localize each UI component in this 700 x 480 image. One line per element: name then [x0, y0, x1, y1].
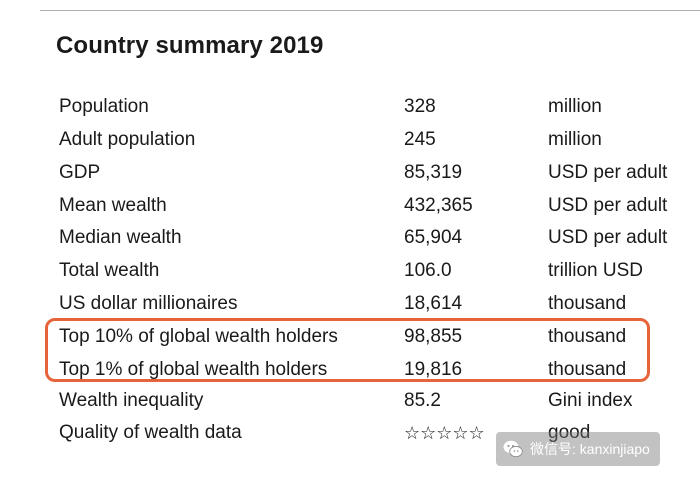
- top-rule: [40, 10, 700, 11]
- highlight-box: [45, 318, 650, 382]
- table-row-population: Population 328 million: [0, 92, 700, 122]
- row-unit: Gini index: [548, 390, 633, 411]
- table-row-usd-millionaires: US dollar millionaires 18,614 thousand: [0, 289, 700, 319]
- row-label: Median wealth: [59, 227, 182, 248]
- row-label: Quality of wealth data: [59, 422, 242, 443]
- table-row-median-wealth: Median wealth 65,904 USD per adult: [0, 223, 700, 253]
- row-label: US dollar millionaires: [59, 293, 238, 314]
- row-unit: USD per adult: [548, 195, 668, 216]
- row-unit: USD per adult: [548, 227, 668, 248]
- watermark-text: 微信号: kanxinjiapo: [530, 441, 650, 457]
- row-unit: good: [548, 422, 591, 443]
- table-row-gdp: GDP 85,319 USD per adult: [0, 158, 700, 188]
- row-unit: million: [548, 129, 602, 150]
- row-value: 98,855: [404, 326, 463, 347]
- row-label: GDP: [59, 162, 101, 183]
- row-value: 106.0: [404, 260, 452, 281]
- table-row-mean-wealth: Mean wealth 432,365 USD per adult: [0, 191, 700, 221]
- row-unit: USD per adult: [548, 162, 668, 183]
- row-unit: thousand: [548, 326, 627, 347]
- row-unit: trillion USD: [548, 260, 644, 281]
- row-value: 432,365: [404, 195, 473, 216]
- table-row-wealth-inequality: Wealth inequality 85.2 Gini index: [0, 386, 700, 416]
- row-value: 85.2: [404, 390, 441, 411]
- watermark: 微信号: kanxinjiapo: [496, 432, 660, 466]
- page-title: Country summary 2019: [56, 32, 324, 59]
- row-label: Mean wealth: [59, 195, 167, 216]
- row-label: Wealth inequality: [59, 390, 204, 411]
- table-row-top-10-percent: Top 10% of global wealth holders 98,855 …: [0, 322, 700, 352]
- row-value: 65,904: [404, 227, 463, 248]
- row-label: Total wealth: [59, 260, 160, 281]
- row-unit: thousand: [548, 359, 627, 380]
- row-label: Population: [59, 96, 149, 117]
- row-unit: million: [548, 96, 602, 117]
- table-row-total-wealth: Total wealth 106.0 trillion USD: [0, 256, 700, 286]
- table-row-data-quality: Quality of wealth data ☆☆☆☆☆ good: [0, 418, 700, 448]
- quality-stars-icon: ☆☆☆☆☆: [404, 423, 485, 443]
- row-label: Adult population: [59, 129, 196, 150]
- wechat-icon: [502, 438, 524, 460]
- row-value: 328: [404, 96, 436, 117]
- row-unit: thousand: [548, 293, 627, 314]
- row-label: Top 1% of global wealth holders: [59, 359, 328, 380]
- table-row-top-1-percent: Top 1% of global wealth holders 19,816 t…: [0, 355, 700, 385]
- row-value: 19,816: [404, 359, 463, 380]
- row-value: 18,614: [404, 293, 463, 314]
- table-row-adult-population: Adult population 245 million: [0, 125, 700, 155]
- row-value: 245: [404, 129, 436, 150]
- row-label: Top 10% of global wealth holders: [59, 326, 338, 347]
- row-value: 85,319: [404, 162, 463, 183]
